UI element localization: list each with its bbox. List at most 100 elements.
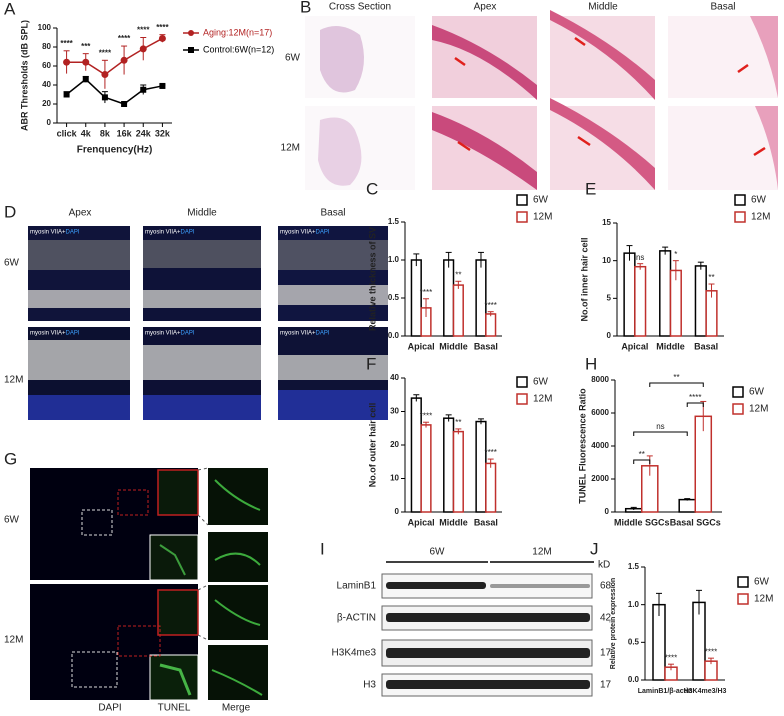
bar bbox=[485, 313, 497, 337]
stain-label: myosin VIIA+ bbox=[30, 331, 66, 337]
y-tick-label: 6000 bbox=[591, 408, 609, 417]
y-axis-label: Relative thickness of SV bbox=[367, 227, 377, 331]
y-tick-label: 0 bbox=[605, 507, 610, 516]
stain-label-dapi: DAPI bbox=[66, 230, 80, 236]
x-tick-label: Basal SGCs bbox=[670, 517, 721, 527]
y-tick-label: 1.0 bbox=[388, 255, 400, 264]
row-label: 12M bbox=[4, 375, 23, 386]
marker bbox=[101, 71, 109, 79]
y-tick-label: 0.5 bbox=[628, 637, 640, 646]
x-tick-label: Basal bbox=[474, 341, 498, 351]
y-tick-label: 0 bbox=[47, 118, 52, 127]
group-label: 12M bbox=[532, 547, 551, 558]
y-axis-label: ABR Thresholds (dB SPL) bbox=[19, 20, 29, 131]
row-label: 6W bbox=[4, 515, 20, 526]
bar bbox=[634, 265, 647, 337]
legend-swatch bbox=[734, 211, 746, 223]
panel-i-blots bbox=[381, 561, 594, 697]
annotation: **** bbox=[118, 34, 131, 43]
legend-label: 12M bbox=[751, 212, 770, 223]
legend-label: 6W bbox=[533, 195, 549, 206]
panel-letter: A bbox=[4, 0, 16, 18]
y-tick-label: 20 bbox=[42, 99, 51, 108]
marker bbox=[159, 82, 166, 89]
x-tick-label: 24k bbox=[136, 128, 152, 138]
bar bbox=[659, 250, 672, 337]
y-tick-label: 2000 bbox=[591, 474, 609, 483]
column-label: Cross Section bbox=[329, 2, 391, 13]
panel-letter: I bbox=[320, 539, 325, 558]
x-tick-label: Middle SGCs bbox=[614, 517, 670, 527]
y-axis-label: No.of outer hair cell bbox=[367, 403, 377, 488]
legend-swatch bbox=[734, 194, 746, 206]
legend-label: 6W bbox=[754, 577, 770, 588]
y-tick-label: 20 bbox=[390, 440, 399, 449]
column-label: Middle bbox=[187, 208, 217, 219]
x-tick-label: 32k bbox=[155, 128, 171, 138]
annotation: **** bbox=[665, 653, 677, 662]
y-tick-label: 60 bbox=[42, 61, 51, 70]
bar bbox=[669, 269, 682, 337]
annotation: ns bbox=[636, 253, 644, 262]
panel-letter: C bbox=[366, 179, 378, 198]
kd-label: 17 bbox=[600, 680, 612, 691]
column-label: DAPI bbox=[98, 703, 121, 714]
y-tick-label: 10 bbox=[390, 474, 399, 483]
annotation: **** bbox=[689, 393, 701, 402]
stain-label: myosin VIIA+ bbox=[30, 230, 66, 236]
x-tick-label: Apical bbox=[621, 341, 648, 351]
legend-swatch bbox=[737, 576, 749, 588]
bar bbox=[694, 265, 707, 337]
bar bbox=[485, 462, 497, 513]
bar bbox=[475, 420, 487, 513]
annotation: **** bbox=[60, 39, 73, 48]
y-tick-label: 4000 bbox=[591, 441, 609, 450]
panel-g-images bbox=[30, 467, 268, 701]
legend-marker bbox=[188, 30, 194, 36]
x-tick-label: H3K4me3/H3 bbox=[684, 688, 727, 695]
x-tick-label: LaminB1/β-actin bbox=[638, 688, 692, 695]
y-tick-label: 1.5 bbox=[628, 562, 640, 571]
bar bbox=[443, 259, 455, 337]
column-label: Middle bbox=[588, 2, 618, 13]
y-tick-label: 40 bbox=[42, 80, 51, 89]
y-tick-label: 30 bbox=[390, 407, 399, 416]
stain-label: myosin VIIA+ bbox=[280, 331, 316, 337]
kd-label: 68 bbox=[600, 581, 612, 592]
stain-label-dapi: DAPI bbox=[181, 230, 195, 236]
annotation: ** bbox=[673, 373, 679, 382]
bar bbox=[452, 430, 464, 513]
x-tick-label: Basal bbox=[474, 517, 498, 527]
legend-marker bbox=[188, 47, 194, 53]
bar bbox=[623, 252, 636, 337]
annotation: **** bbox=[420, 411, 432, 420]
row-label: H3 bbox=[363, 680, 376, 691]
legend-swatch bbox=[516, 194, 528, 206]
group-label: 6W bbox=[430, 547, 446, 558]
y-tick-label: 0 bbox=[607, 331, 612, 340]
column-label: Apex bbox=[69, 208, 92, 219]
marker bbox=[63, 58, 71, 66]
bar bbox=[410, 259, 422, 337]
legend-label: 6W bbox=[749, 387, 765, 398]
legend-label: 12M bbox=[533, 212, 552, 223]
panel-letter: G bbox=[4, 449, 17, 468]
bar bbox=[452, 284, 464, 337]
y-tick-label: 5 bbox=[607, 293, 612, 302]
row-label: LaminB1 bbox=[337, 581, 377, 592]
bracket bbox=[649, 382, 704, 387]
marker bbox=[139, 45, 147, 53]
panel-letter: F bbox=[366, 354, 376, 373]
marker bbox=[158, 34, 166, 42]
kd-label: 17 bbox=[600, 648, 612, 659]
marker bbox=[82, 76, 89, 83]
annotation: ns bbox=[656, 422, 664, 431]
marker bbox=[63, 91, 70, 98]
legend-label: 6W bbox=[751, 195, 767, 206]
x-axis-label: Frenquency(Hz) bbox=[77, 145, 153, 156]
marker bbox=[101, 94, 108, 101]
y-tick-label: 0.0 bbox=[628, 675, 640, 684]
marker bbox=[120, 56, 128, 64]
annotation: **** bbox=[420, 288, 432, 297]
